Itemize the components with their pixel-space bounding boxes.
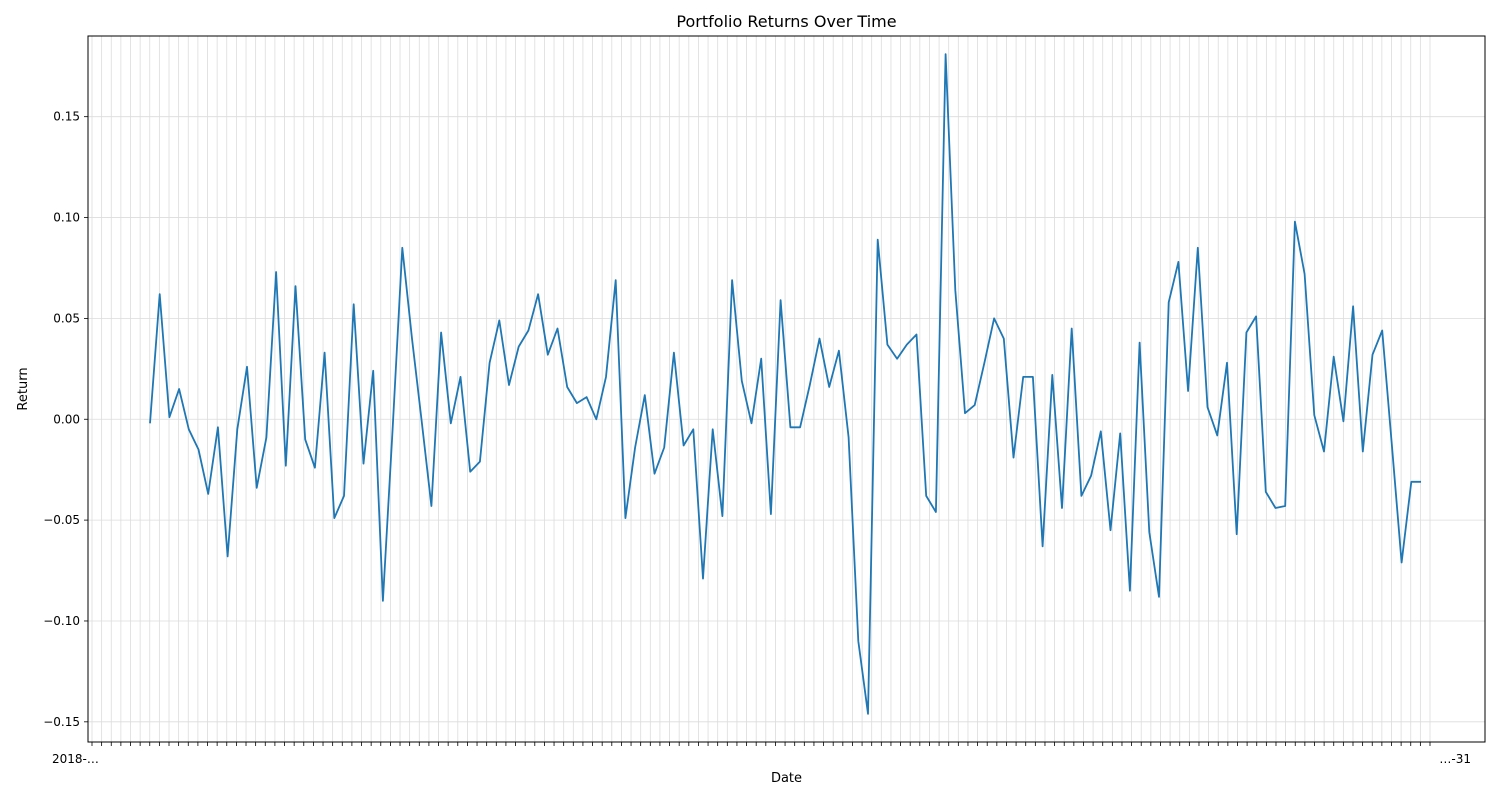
y-tick-label: −0.10 [43,614,80,628]
series-layer [149,53,1421,715]
y-tick-label: 0.00 [53,412,80,426]
x-axis-ticks [91,742,1431,746]
y-axis-ticks: −0.15 −0.10 −0.05 0.00 0.05 0.10 0.15 [43,110,88,729]
x-tick-label-last: …-31 [1439,752,1471,766]
y-tick-label: −0.05 [43,513,80,527]
grid [88,36,1485,742]
y-tick-label: −0.15 [43,715,80,729]
y-tick-label: 0.05 [53,311,80,325]
series-line [149,53,1421,715]
y-axis-label: Return [16,367,31,410]
x-axis-label: Date [771,771,802,786]
y-tick-label: 0.15 [53,110,80,124]
y-tick-label: 0.10 [53,211,80,225]
x-tick-label-first: 2018-… [52,752,99,766]
plot-frame [87,35,1486,743]
chart-title: Portfolio Returns Over Time [676,12,896,31]
